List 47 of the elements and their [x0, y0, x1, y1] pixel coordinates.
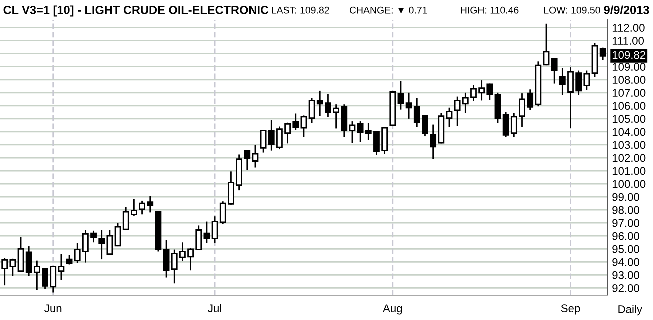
candlestick [446, 107, 453, 128]
chart-title: CL V3=1 [10] - LIGHT CRUDE OIL-ELECTRONIC [4, 6, 269, 17]
text: Daily [618, 305, 642, 316]
candlestick [551, 58, 558, 84]
candlestick [252, 144, 259, 168]
y-tick-label: 96.00 [612, 232, 640, 240]
y-tick-label: 92.00 [612, 284, 640, 292]
x-tick-label: Jul [208, 304, 222, 312]
y-tick-label: 101.00 [612, 167, 646, 176]
text: 9/9/2013 [604, 6, 650, 14]
x-tick-label: Sep [561, 304, 580, 315]
y-tick-label: 105.00 [612, 115, 646, 124]
candlestick [494, 92, 502, 124]
text: LOW: 109.50 [544, 6, 600, 14]
candlestick [349, 120, 356, 144]
text: HIGH: 110.46 [461, 6, 519, 14]
y-tick-label: 107.00 [612, 89, 646, 98]
candlestick [398, 80, 404, 111]
x-tick-label: Aug [383, 304, 402, 315]
y-tick-label: 94.00 [612, 258, 640, 266]
y-tick-label: 108.00 [612, 76, 646, 84]
text: LAST: 109.82 [272, 6, 330, 14]
y-tick-label: 93.00 [612, 271, 640, 280]
y-tick-label: 100.00 [612, 180, 646, 188]
y-tick-label: 98.00 [612, 206, 640, 214]
candlestick [114, 222, 122, 248]
y-tick-label: 97.00 [612, 219, 640, 228]
y-tick-label: 102.00 [612, 154, 646, 162]
y-tick-label: 106.00 [612, 102, 646, 110]
candlestick [66, 254, 73, 266]
candlestick [18, 236, 24, 272]
candlestick [212, 216, 218, 244]
y-tick-label: 109.00 [612, 63, 646, 72]
y-tick-label: 95.00 [612, 245, 640, 254]
y-tick-label: 99.00 [612, 193, 640, 202]
y-tick-label: 111.00 [612, 37, 644, 45]
text: 109.82 [612, 51, 646, 60]
candlestick [300, 114, 308, 138]
candlestick [600, 47, 606, 62]
y-tick-label: 103.00 [612, 141, 646, 150]
candlestick [543, 23, 550, 66]
y-tick-label: 112.00 [612, 24, 645, 32]
text: CHANGE: ▼ 0.71 [350, 6, 428, 14]
candlestick [204, 221, 210, 244]
y-tick-label: 104.00 [612, 128, 646, 136]
candlestick [163, 239, 170, 278]
x-tick-label: Jun [44, 304, 62, 312]
